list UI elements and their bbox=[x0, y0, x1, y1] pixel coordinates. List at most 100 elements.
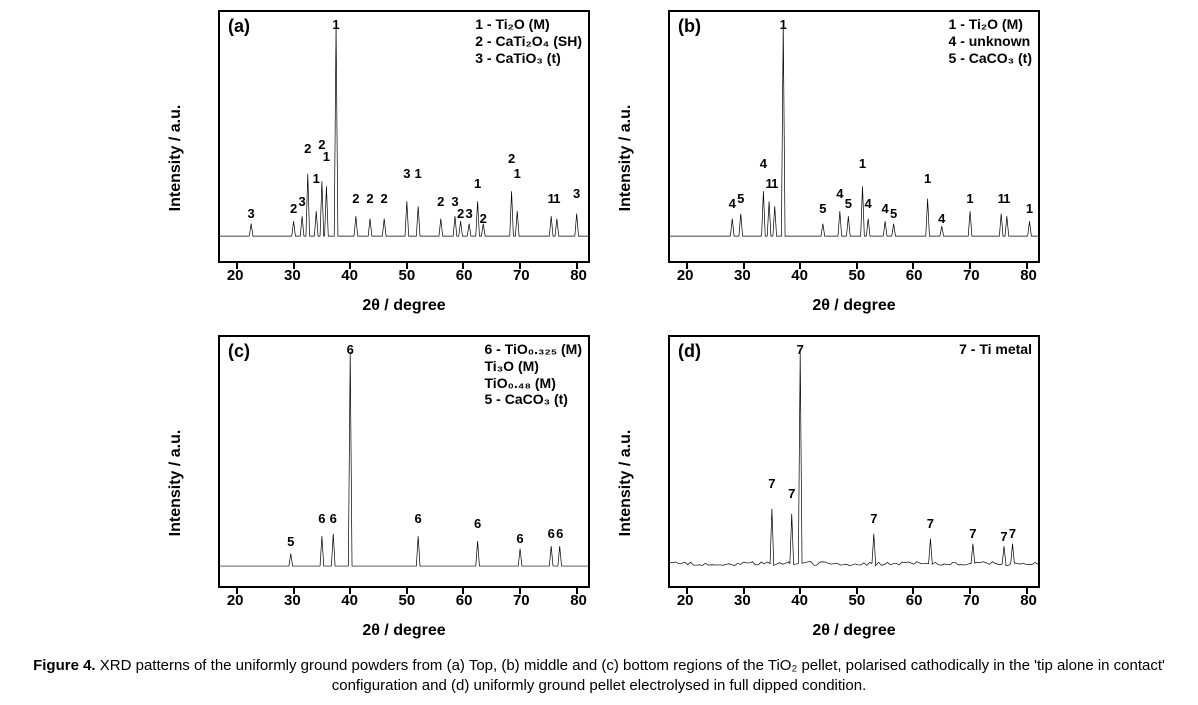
peak-label: 3 bbox=[573, 186, 580, 201]
peak-label: 6 bbox=[556, 526, 563, 541]
ylabel-d: Intensity / a.u. bbox=[617, 429, 635, 536]
peak-label: 1 bbox=[966, 191, 973, 206]
spectrum-a bbox=[220, 12, 588, 261]
peak-label: 1 bbox=[1003, 191, 1010, 206]
ylabel-c: Intensity / a.u. bbox=[167, 429, 185, 536]
peak-label: 4 bbox=[938, 211, 945, 226]
spectrum-b bbox=[670, 12, 1038, 261]
ylabel-a: Intensity / a.u. bbox=[167, 104, 185, 211]
xticks-d: 20 30 40 50 60 70 80 bbox=[668, 592, 1040, 612]
xlabel-d: 2θ / degree bbox=[668, 622, 1040, 640]
xtick-label: 80 bbox=[570, 592, 587, 609]
peak-label: 2 bbox=[508, 151, 515, 166]
peak-label: 1 bbox=[780, 17, 787, 32]
peak-label: 5 bbox=[287, 534, 294, 549]
xtick-label: 20 bbox=[677, 592, 694, 609]
plot-b: (b)1 - Ti₂O (M)4 - unknown5 - CaCO₃ (t)4… bbox=[668, 10, 1040, 263]
xtick-label: 60 bbox=[906, 267, 923, 284]
peak-label: 4 bbox=[760, 156, 767, 171]
peak-label: 7 bbox=[969, 526, 976, 541]
peak-label: 7 bbox=[927, 516, 934, 531]
peak-label: 1 bbox=[924, 171, 931, 186]
peak-label: 2 bbox=[480, 211, 487, 226]
peak-label: 3 bbox=[298, 194, 305, 209]
xlabel-c: 2θ / degree bbox=[218, 622, 590, 640]
peak-label: 1 bbox=[313, 171, 320, 186]
peak-label: 2 bbox=[437, 194, 444, 209]
peak-label: 1 bbox=[332, 17, 339, 32]
caption-text: XRD patterns of the uniformly ground pow… bbox=[100, 657, 1165, 694]
xtick-label: 40 bbox=[791, 592, 808, 609]
xticks-a: 20304050607080 bbox=[218, 267, 590, 287]
peak-label: 1 bbox=[514, 166, 521, 181]
xtick-label: 60 bbox=[456, 592, 473, 609]
xtick-label: 20 bbox=[677, 267, 694, 284]
peak-label: 4 bbox=[882, 201, 889, 216]
xtick-label: 30 bbox=[734, 592, 751, 609]
xtick-label: 40 bbox=[791, 267, 808, 284]
peak-label: 1 bbox=[553, 191, 560, 206]
plot-d: (d)7 - Ti metal77777777 bbox=[668, 335, 1040, 588]
peak-label: 7 bbox=[1000, 529, 1007, 544]
xtick-label: 50 bbox=[849, 267, 866, 284]
peak-label: 3 bbox=[465, 206, 472, 221]
xtick-label: 30 bbox=[734, 267, 751, 284]
xticks-b: 20 30 40 50 60 70 80 bbox=[668, 267, 1040, 287]
peak-label: 6 bbox=[330, 511, 337, 526]
peak-label: 2 bbox=[381, 191, 388, 206]
peak-label: 6 bbox=[347, 342, 354, 357]
panel-b: Intensity / a.u. (b)1 - Ti₂O (M)4 - unkn… bbox=[620, 0, 1050, 315]
xtick-label: 30 bbox=[284, 267, 301, 284]
peak-label: 1 bbox=[415, 166, 422, 181]
peak-label: 1 bbox=[859, 156, 866, 171]
xtick-label: 70 bbox=[513, 267, 530, 284]
xtick-label: 80 bbox=[570, 267, 587, 284]
xtick-label: 70 bbox=[963, 267, 980, 284]
peak-label: 2 bbox=[366, 191, 373, 206]
peak-label: 1 bbox=[474, 176, 481, 191]
panel-d: Intensity / a.u. (d)7 - Ti metal77777777… bbox=[620, 325, 1050, 640]
peak-label: 4 bbox=[836, 186, 843, 201]
peak-label: 2 bbox=[352, 191, 359, 206]
peak-label: 7 bbox=[870, 511, 877, 526]
peak-label: 7 bbox=[797, 342, 804, 357]
peak-label: 2 bbox=[290, 201, 297, 216]
peak-label: 7 bbox=[768, 476, 775, 491]
xtick-label: 80 bbox=[1020, 592, 1037, 609]
peak-label: 6 bbox=[516, 531, 523, 546]
peak-label: 6 bbox=[474, 516, 481, 531]
xtick-label: 80 bbox=[1020, 267, 1037, 284]
plot-a: (a)1 - Ti₂O (M)2 - CaTi₂O₄ (SH)3 - CaTiO… bbox=[218, 10, 590, 263]
peak-label: 4 bbox=[729, 196, 736, 211]
peak-label: 6 bbox=[548, 526, 555, 541]
peak-label: 3 bbox=[248, 206, 255, 221]
xtick-label: 70 bbox=[513, 592, 530, 609]
xtick-label: 20 bbox=[227, 267, 244, 284]
plot-c: (c)6 - TiO₀.₃₂₅ (M) Ti₃O (M) TiO₀.₄₈ (M)… bbox=[218, 335, 590, 588]
peak-label: 5 bbox=[819, 201, 826, 216]
xticks-c: 20304050607080 bbox=[218, 592, 590, 612]
xtick-label: 60 bbox=[906, 592, 923, 609]
xtick-label: 70 bbox=[963, 592, 980, 609]
xtick-label: 40 bbox=[341, 267, 358, 284]
peak-label: 2 bbox=[304, 141, 311, 156]
peak-label: 6 bbox=[415, 511, 422, 526]
spectrum-d bbox=[670, 337, 1038, 586]
spectrum-c bbox=[220, 337, 588, 586]
xtick-label: 20 bbox=[227, 592, 244, 609]
xrd-figure-grid: Intensity / a.u. (a)1 - Ti₂O (M)2 - CaTi… bbox=[170, 0, 1050, 640]
xtick-label: 50 bbox=[849, 592, 866, 609]
panel-c: Intensity / a.u. (c)6 - TiO₀.₃₂₅ (M) Ti₃… bbox=[170, 325, 600, 640]
peak-label: 5 bbox=[737, 191, 744, 206]
peak-label: 5 bbox=[890, 206, 897, 221]
xlabel-a: 2θ / degree bbox=[218, 297, 590, 315]
peak-label: 7 bbox=[788, 486, 795, 501]
peak-label: 4 bbox=[865, 196, 872, 211]
panel-a: Intensity / a.u. (a)1 - Ti₂O (M)2 - CaTi… bbox=[170, 0, 600, 315]
xtick-label: 30 bbox=[284, 592, 301, 609]
peak-label: 2 bbox=[457, 206, 464, 221]
ylabel-b: Intensity / a.u. bbox=[617, 104, 635, 211]
peak-label: 1 bbox=[771, 176, 778, 191]
peak-label: 1 bbox=[323, 149, 330, 164]
peak-label: 6 bbox=[318, 511, 325, 526]
